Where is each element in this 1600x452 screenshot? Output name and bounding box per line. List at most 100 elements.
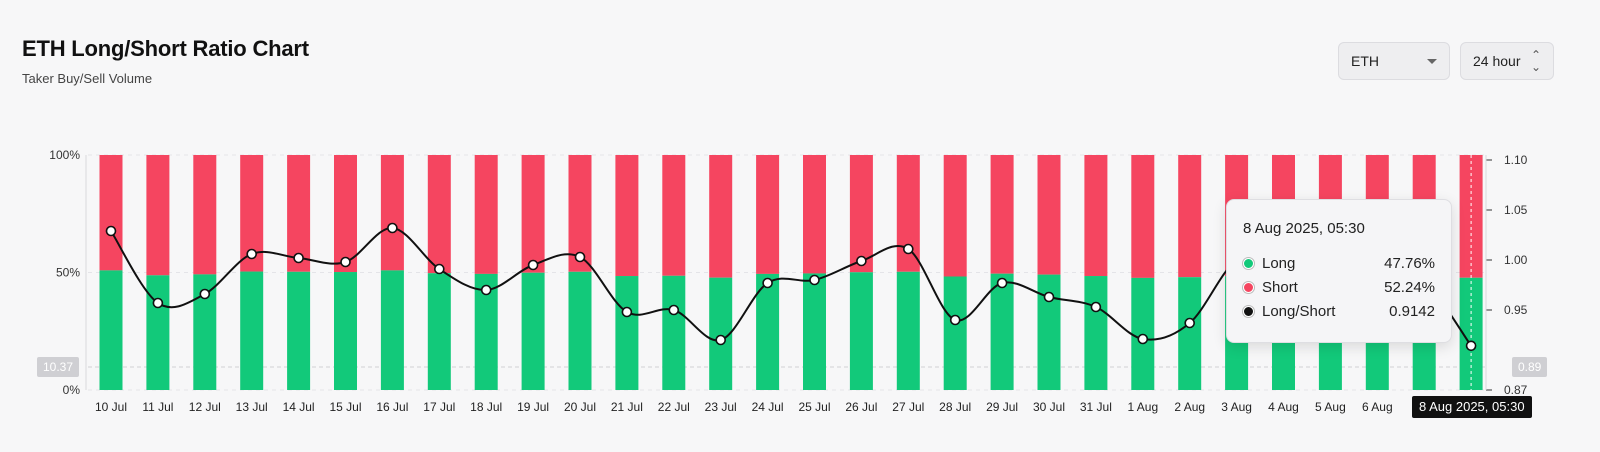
long-bar	[287, 271, 311, 390]
x-tick-label: 27 Jul	[892, 400, 924, 414]
short-bar	[943, 155, 967, 277]
x-tick-label: 18 Jul	[470, 400, 502, 414]
short-bar	[427, 155, 451, 274]
ratio-point	[340, 256, 351, 268]
chevron-up-down-icon: ⌃ ⌄	[1530, 48, 1541, 74]
long-bar	[1037, 274, 1061, 390]
short-bar	[615, 155, 639, 277]
long-bar	[896, 271, 920, 390]
x-tick-label: 12 Jul	[189, 400, 221, 414]
ratio-dot-icon	[1243, 305, 1254, 317]
ratio-point	[668, 304, 680, 316]
chart-tooltip: 8 Aug 2025, 05:30 Long 47.76% Short 52.2…	[1226, 199, 1452, 343]
short-bar	[521, 155, 545, 273]
x-tick-label: 25 Jul	[798, 400, 830, 414]
x-tick-label: 11 Jul	[142, 400, 173, 414]
long-bar	[380, 270, 404, 390]
right-tick-label: 0.95	[1504, 303, 1528, 317]
short-bar	[1178, 155, 1202, 278]
asset-select[interactable]: ETH	[1338, 42, 1450, 80]
ratio-point	[1465, 340, 1477, 352]
x-tick-label: 29 Jul	[986, 400, 1018, 414]
ratio-point	[387, 222, 398, 234]
short-bar	[709, 155, 733, 278]
ratio-point	[996, 277, 1008, 289]
period-select[interactable]: 24 hour ⌃ ⌄	[1460, 42, 1554, 80]
ratio-point	[527, 259, 539, 271]
x-tick-label: 31 Jul	[1080, 400, 1112, 414]
x-tick-label: 24 Jul	[752, 400, 784, 414]
long-bar	[1084, 276, 1108, 390]
tooltip-row-short: Short 52.24%	[1243, 275, 1435, 299]
long-bar	[1178, 277, 1202, 390]
x-tick-label: 28 Jul	[939, 400, 971, 414]
short-bar	[146, 155, 170, 276]
ratio-point	[809, 274, 820, 286]
x-tick-label: 6 Aug	[1362, 400, 1393, 414]
short-bar	[240, 155, 264, 272]
tooltip-short-value: 52.24%	[1384, 278, 1435, 296]
right-crosshair-value: 0.89	[1512, 357, 1548, 377]
short-bar	[1131, 155, 1155, 278]
x-tick-label: 2 Aug	[1174, 400, 1205, 414]
short-bar	[474, 155, 498, 274]
long-bar	[615, 276, 639, 390]
x-tick-label: 4 Aug	[1268, 400, 1299, 414]
short-bar	[803, 155, 826, 274]
tooltip-long-label: Long	[1262, 254, 1296, 272]
x-tick-label: 15 Jul	[329, 400, 361, 414]
x-tick-label: 17 Jul	[423, 400, 455, 414]
short-bar	[99, 155, 123, 271]
short-bar	[1084, 155, 1108, 277]
right-tick-label: 1.05	[1504, 203, 1528, 217]
ratio-point	[1137, 333, 1149, 345]
long-bar	[943, 276, 967, 390]
grid-lines	[88, 154, 1486, 391]
x-tick-label: 21 Jul	[611, 400, 643, 414]
x-tick-label: 14 Jul	[283, 400, 315, 414]
long-bar	[568, 271, 592, 390]
short-bar	[1037, 155, 1061, 275]
left-crosshair-value: 10.37	[37, 357, 80, 377]
ratio-point	[152, 297, 164, 309]
ratio-point	[1043, 291, 1055, 303]
axes-group: 100% 50% 0% 1.10 1.05 1.00 0.95 0.87 10 Jul 11 Ju…	[49, 148, 1527, 414]
ratio-point	[480, 284, 492, 296]
x-tick-label: 10 Jul	[95, 400, 127, 414]
long-bar	[803, 273, 826, 390]
x-tick-label: 5 Aug	[1315, 400, 1346, 414]
ratio-point	[199, 288, 211, 300]
x-tick-label: 26 Jul	[845, 400, 877, 414]
left-tick-label: 0%	[63, 383, 81, 397]
long-bar	[474, 273, 498, 390]
long-dot-icon	[1243, 257, 1254, 269]
ratio-point	[762, 277, 773, 289]
tooltip-row-ratio: Long/Short 0.9142	[1243, 299, 1435, 323]
long-bar	[240, 271, 264, 390]
asset-select-value: ETH	[1351, 53, 1379, 69]
short-bar	[662, 155, 686, 276]
crosshair-date-label: 8 Aug 2025, 05:30	[1412, 396, 1532, 418]
x-tick-label: 1 Aug	[1127, 400, 1158, 414]
ratio-point	[246, 248, 257, 260]
short-bar	[896, 155, 920, 272]
ratio-point	[433, 263, 445, 275]
x-tick-label: 20 Jul	[564, 400, 596, 414]
ratio-point	[621, 306, 633, 318]
short-bar	[193, 155, 217, 275]
ratio-point	[105, 225, 117, 237]
chevron-down-icon	[1427, 58, 1437, 64]
ratio-point	[293, 252, 304, 264]
short-dot-icon	[1243, 281, 1254, 293]
ratio-point	[856, 255, 867, 267]
left-tick-label: 100%	[49, 148, 80, 162]
page-subtitle: Taker Buy/Sell Volume	[22, 71, 153, 86]
tooltip-long-value: 47.76%	[1384, 254, 1435, 272]
short-bar	[849, 155, 873, 273]
ratio-point	[574, 251, 586, 263]
long-bar	[334, 272, 357, 390]
x-tick-label: 13 Jul	[236, 400, 268, 414]
tooltip-short-label: Short	[1262, 278, 1298, 296]
right-tick-label: 1.10	[1504, 153, 1528, 167]
